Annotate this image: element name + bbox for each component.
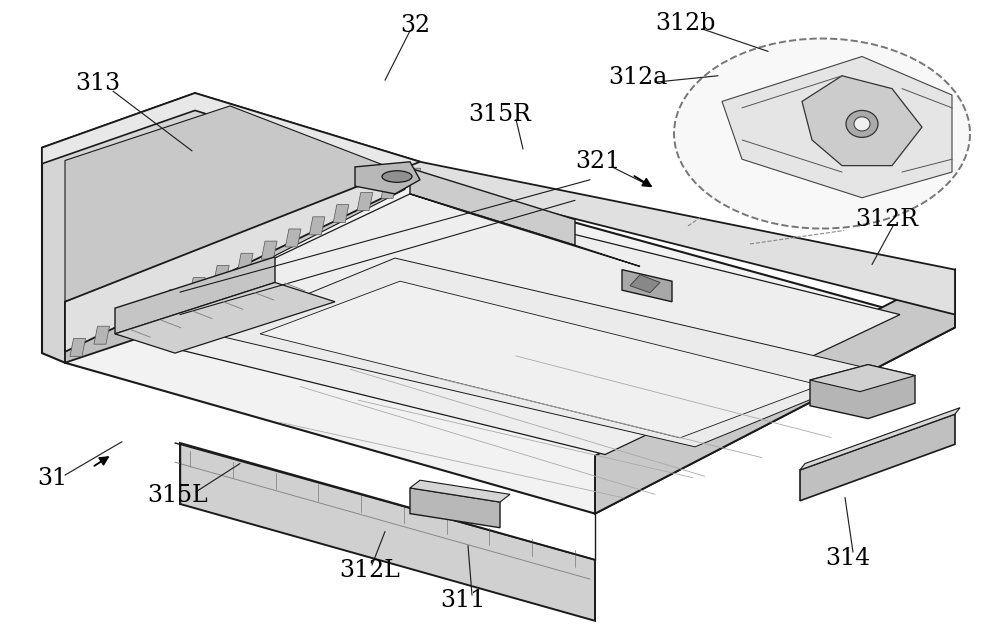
- Text: 312R: 312R: [856, 208, 918, 231]
- Polygon shape: [238, 253, 253, 271]
- Ellipse shape: [854, 117, 870, 131]
- Polygon shape: [70, 338, 86, 356]
- Polygon shape: [595, 270, 955, 514]
- Polygon shape: [65, 162, 955, 352]
- Polygon shape: [405, 168, 421, 186]
- Polygon shape: [410, 480, 510, 502]
- Polygon shape: [115, 282, 335, 353]
- Polygon shape: [309, 217, 325, 235]
- Ellipse shape: [846, 110, 878, 137]
- Polygon shape: [166, 290, 181, 308]
- Polygon shape: [333, 205, 349, 223]
- Polygon shape: [357, 193, 373, 211]
- Text: 32: 32: [400, 14, 430, 37]
- Polygon shape: [180, 443, 595, 621]
- Text: 311: 311: [440, 589, 486, 612]
- Polygon shape: [410, 168, 575, 245]
- Polygon shape: [42, 93, 420, 180]
- Polygon shape: [115, 194, 900, 455]
- Text: 315R: 315R: [469, 103, 531, 126]
- Polygon shape: [381, 180, 397, 198]
- Polygon shape: [94, 326, 110, 344]
- Text: 321: 321: [575, 150, 621, 173]
- Polygon shape: [800, 408, 960, 470]
- Polygon shape: [190, 277, 205, 295]
- Polygon shape: [65, 106, 405, 363]
- Polygon shape: [65, 180, 955, 514]
- Polygon shape: [810, 365, 915, 419]
- Polygon shape: [118, 314, 133, 332]
- Polygon shape: [261, 241, 277, 259]
- Text: 315L: 315L: [148, 484, 208, 507]
- Polygon shape: [810, 365, 915, 392]
- Polygon shape: [355, 162, 420, 194]
- Circle shape: [674, 39, 970, 229]
- Polygon shape: [800, 414, 955, 501]
- Text: 312b: 312b: [655, 12, 715, 35]
- Polygon shape: [722, 56, 952, 198]
- Ellipse shape: [382, 171, 412, 182]
- Polygon shape: [622, 270, 672, 302]
- Text: 312L: 312L: [340, 559, 400, 582]
- Polygon shape: [260, 281, 820, 438]
- Polygon shape: [285, 229, 301, 247]
- Text: 312a: 312a: [608, 65, 668, 89]
- Text: 31: 31: [37, 467, 67, 490]
- Polygon shape: [65, 263, 180, 363]
- Text: 313: 313: [75, 72, 121, 95]
- Text: 314: 314: [825, 547, 871, 570]
- Polygon shape: [802, 76, 922, 166]
- Polygon shape: [115, 257, 275, 334]
- Polygon shape: [210, 258, 880, 447]
- Polygon shape: [630, 275, 660, 293]
- Polygon shape: [410, 488, 500, 528]
- Polygon shape: [142, 302, 157, 320]
- Polygon shape: [42, 93, 420, 363]
- Polygon shape: [410, 194, 640, 266]
- Polygon shape: [214, 265, 229, 283]
